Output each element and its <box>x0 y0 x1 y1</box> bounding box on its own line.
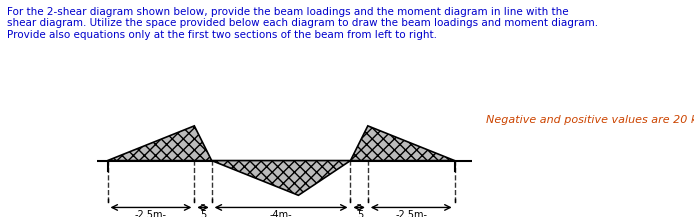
Text: .5: .5 <box>355 210 364 217</box>
Text: -4m-: -4m- <box>270 210 292 217</box>
Text: -2.5m-: -2.5m- <box>395 210 428 217</box>
Text: .5: .5 <box>198 210 208 217</box>
Text: For the 2-shear diagram shown below, provide the beam loadings and the moment di: For the 2-shear diagram shown below, pro… <box>7 7 598 40</box>
Polygon shape <box>212 161 350 195</box>
Text: -2.5m-: -2.5m- <box>135 210 167 217</box>
Text: Negative and positive values are 20 kN: Negative and positive values are 20 kN <box>486 115 694 125</box>
Polygon shape <box>108 126 212 161</box>
Polygon shape <box>350 126 455 161</box>
